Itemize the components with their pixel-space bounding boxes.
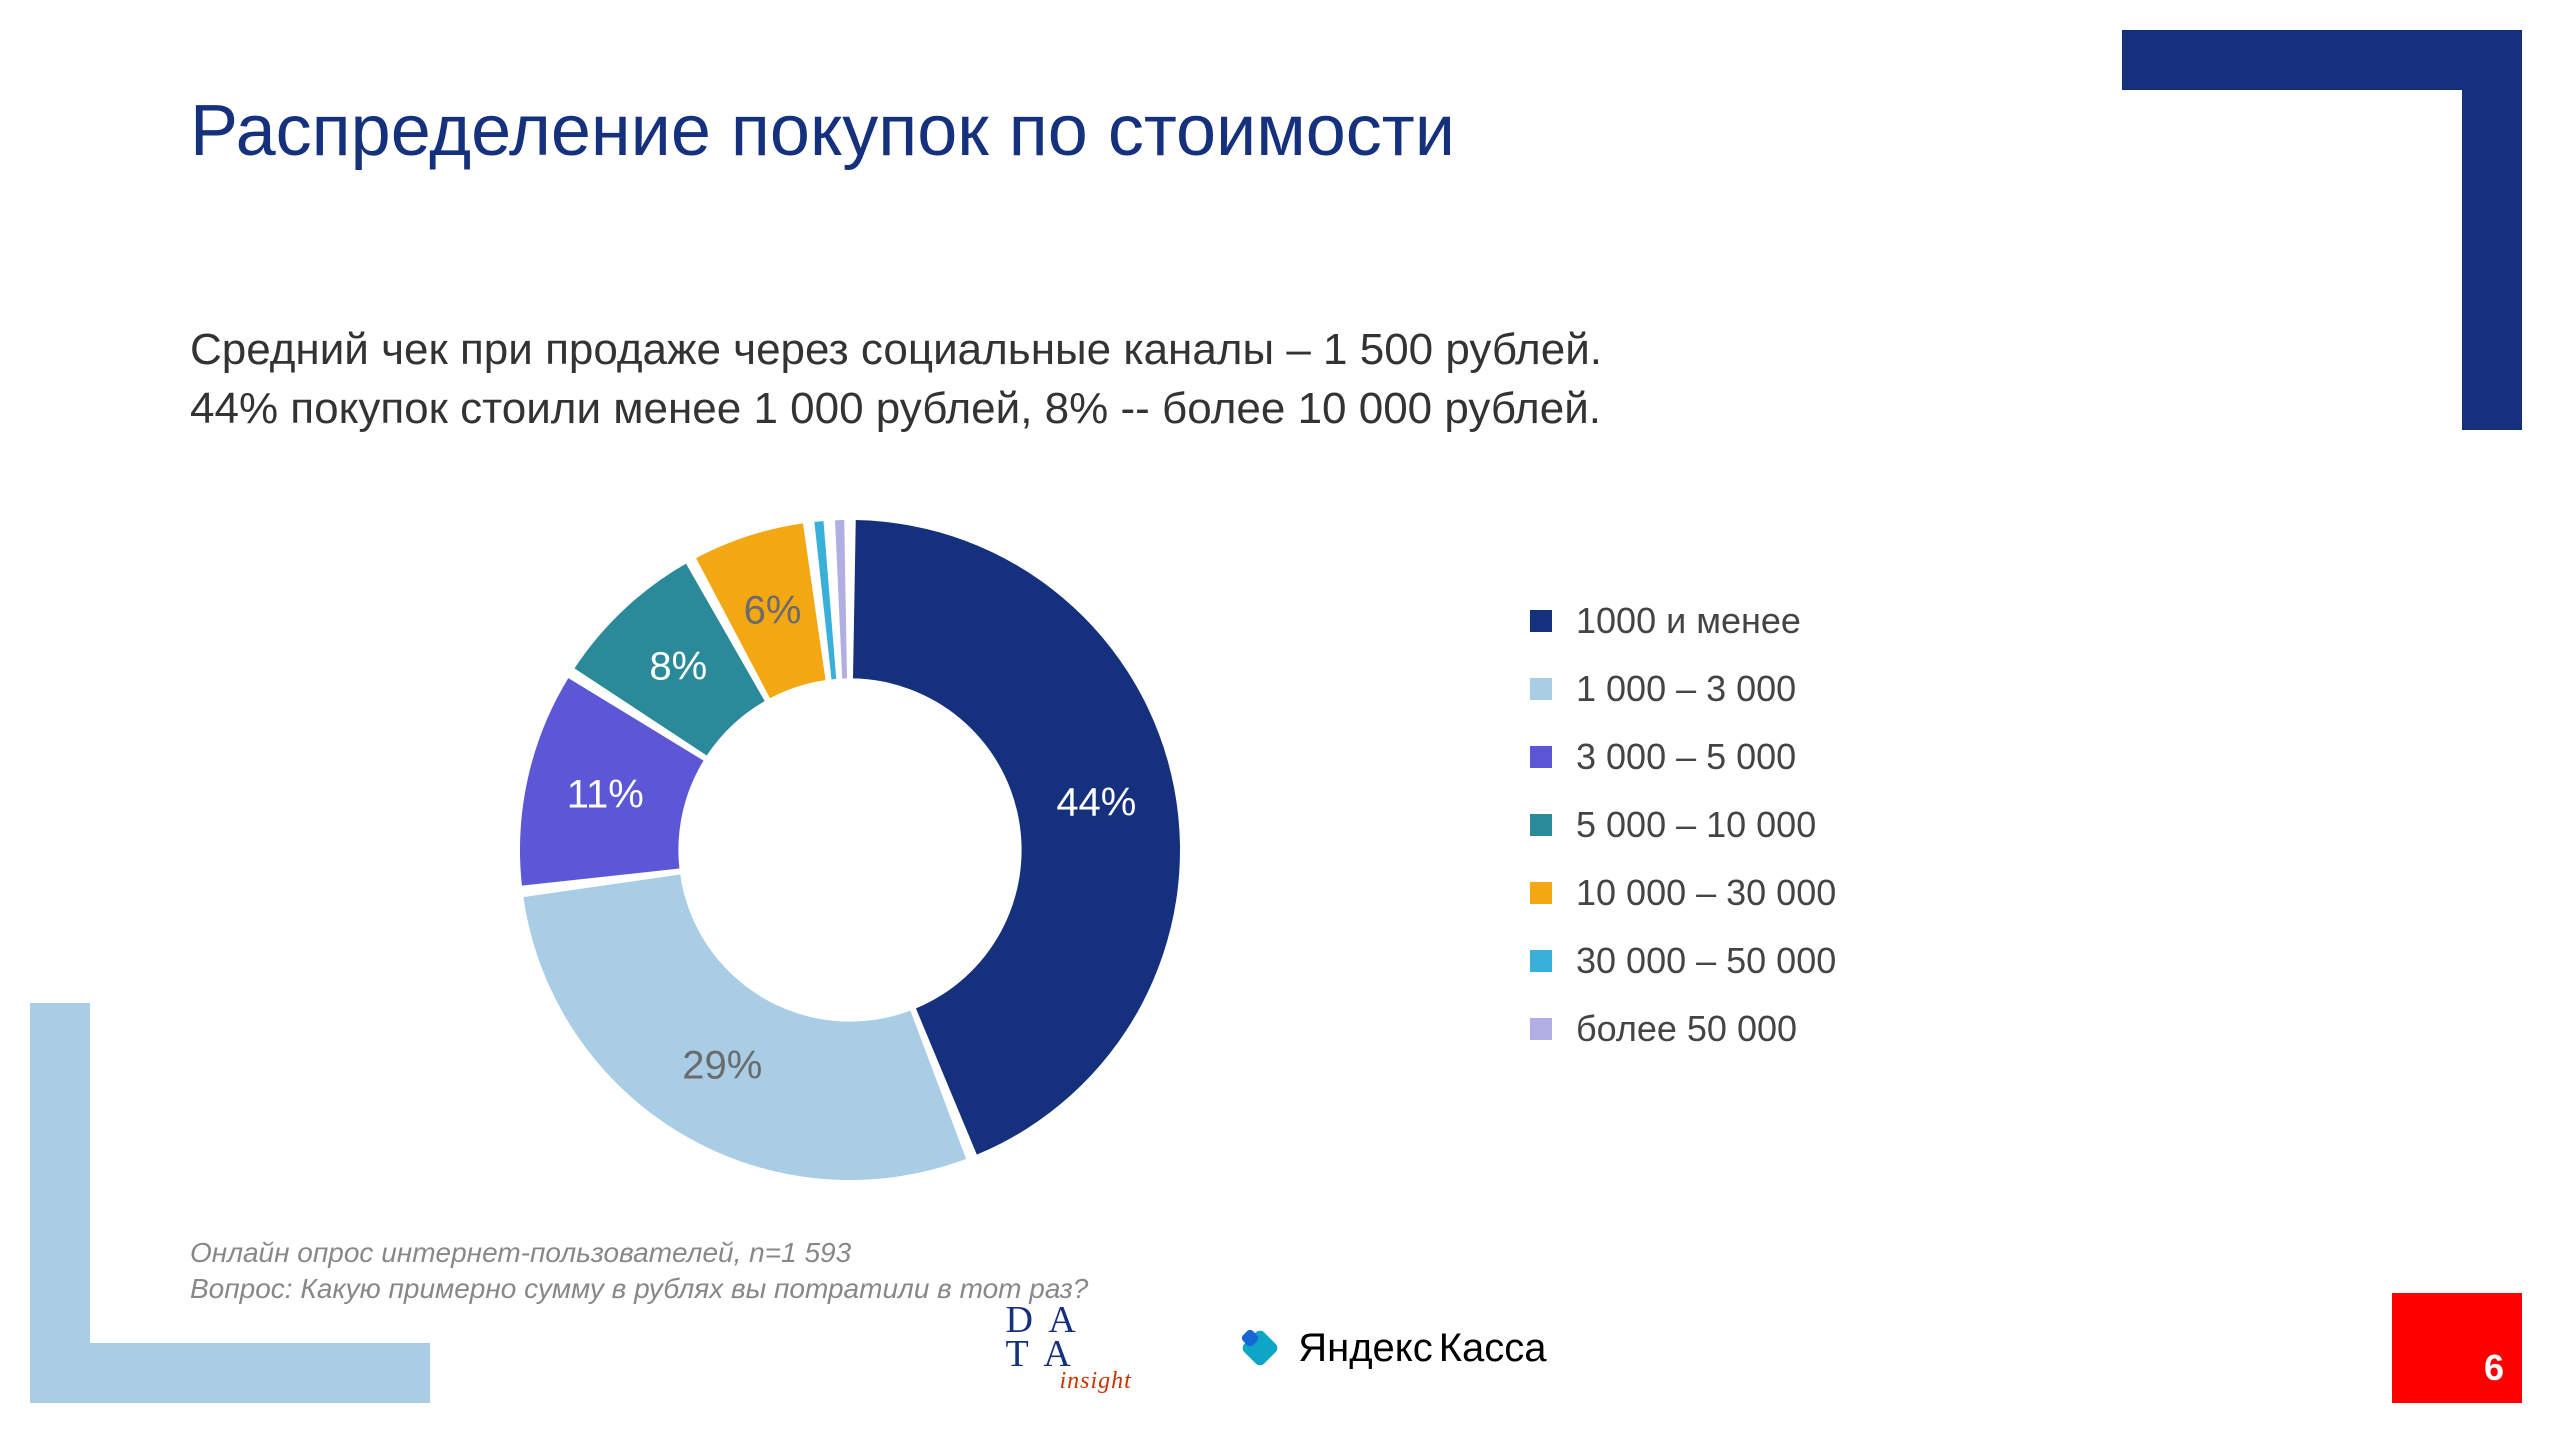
page-number-value: 6 bbox=[2484, 1347, 2504, 1389]
donut-slice-label-4: 6% bbox=[744, 589, 802, 634]
legend-swatch-1 bbox=[1530, 678, 1552, 700]
donut-slice-label-3: 8% bbox=[649, 645, 707, 690]
yandex-kassa-text-2: Касса bbox=[1439, 1326, 1547, 1371]
data-insight-logo-sub: insight bbox=[1059, 1371, 1131, 1393]
legend-swatch-2 bbox=[1530, 746, 1552, 768]
legend-label-1: 1 000 – 3 000 bbox=[1576, 668, 1796, 710]
donut-slice-label-2: 11% bbox=[567, 773, 644, 818]
footnote-line-1: Онлайн опрос интернет-пользователей, n=1… bbox=[190, 1237, 851, 1268]
slide-title: Распределение покупок по стоимости bbox=[190, 90, 1455, 172]
legend-label-4: 10 000 – 30 000 bbox=[1576, 872, 1836, 914]
donut-slice-label-0: 44% bbox=[1056, 781, 1136, 826]
legend-item-6: более 50 000 bbox=[1530, 1008, 1836, 1050]
donut-slice-1 bbox=[523, 874, 966, 1180]
legend-item-0: 1000 и менее bbox=[1530, 600, 1836, 642]
legend-swatch-5 bbox=[1530, 950, 1552, 972]
legend-item-3: 5 000 – 10 000 bbox=[1530, 804, 1836, 846]
legend-swatch-0 bbox=[1530, 610, 1552, 632]
footnote: Онлайн опрос интернет-пользователей, n=1… bbox=[190, 1235, 1088, 1308]
legend-label-0: 1000 и менее bbox=[1576, 600, 1801, 642]
donut-slice-6 bbox=[835, 520, 847, 679]
donut-slice-label-1: 29% bbox=[682, 1043, 762, 1088]
slide-subtitle: Средний чек при продаже через социальные… bbox=[190, 320, 1602, 439]
data-insight-logo-line1: D A bbox=[1005, 1303, 1131, 1337]
chart-legend: 1000 и менее 1 000 – 3 000 3 000 – 5 000 5 … bbox=[1530, 600, 1836, 1076]
corner-decoration-top-right bbox=[2122, 30, 2522, 430]
legend-swatch-3 bbox=[1530, 814, 1552, 836]
legend-label-2: 3 000 – 5 000 bbox=[1576, 736, 1796, 778]
yandex-kassa-icon bbox=[1236, 1324, 1284, 1372]
slide: Распределение покупок по стоимости Средн… bbox=[0, 0, 2552, 1433]
footnote-line-2: Вопрос: Какую примерно сумму в рублях вы… bbox=[190, 1273, 1088, 1304]
legend-item-1: 1 000 – 3 000 bbox=[1530, 668, 1836, 710]
data-insight-logo-line2: T A bbox=[1005, 1337, 1131, 1371]
legend-label-5: 30 000 – 50 000 bbox=[1576, 940, 1836, 982]
yandex-kassa-text-1: Яндекс bbox=[1298, 1326, 1433, 1371]
page-number: 6 bbox=[2392, 1293, 2522, 1403]
data-insight-logo: D A T A insight bbox=[1005, 1303, 1131, 1393]
donut-chart: 44% 29% 11% 8% 6% bbox=[490, 490, 1210, 1210]
logo-bar: D A T A insight Яндекс Касса bbox=[0, 1303, 2552, 1393]
subtitle-line-1: Средний чек при продаже через социальные… bbox=[190, 325, 1602, 374]
legend-item-2: 3 000 – 5 000 bbox=[1530, 736, 1836, 778]
legend-label-6: более 50 000 bbox=[1576, 1008, 1797, 1050]
subtitle-line-2: 44% покупок стоили менее 1 000 рублей, 8… bbox=[190, 384, 1601, 433]
legend-swatch-6 bbox=[1530, 1018, 1552, 1040]
yandex-kassa-logo: Яндекс Касса bbox=[1236, 1324, 1546, 1372]
legend-label-3: 5 000 – 10 000 bbox=[1576, 804, 1816, 846]
legend-item-4: 10 000 – 30 000 bbox=[1530, 872, 1836, 914]
legend-item-5: 30 000 – 50 000 bbox=[1530, 940, 1836, 982]
legend-swatch-4 bbox=[1530, 882, 1552, 904]
